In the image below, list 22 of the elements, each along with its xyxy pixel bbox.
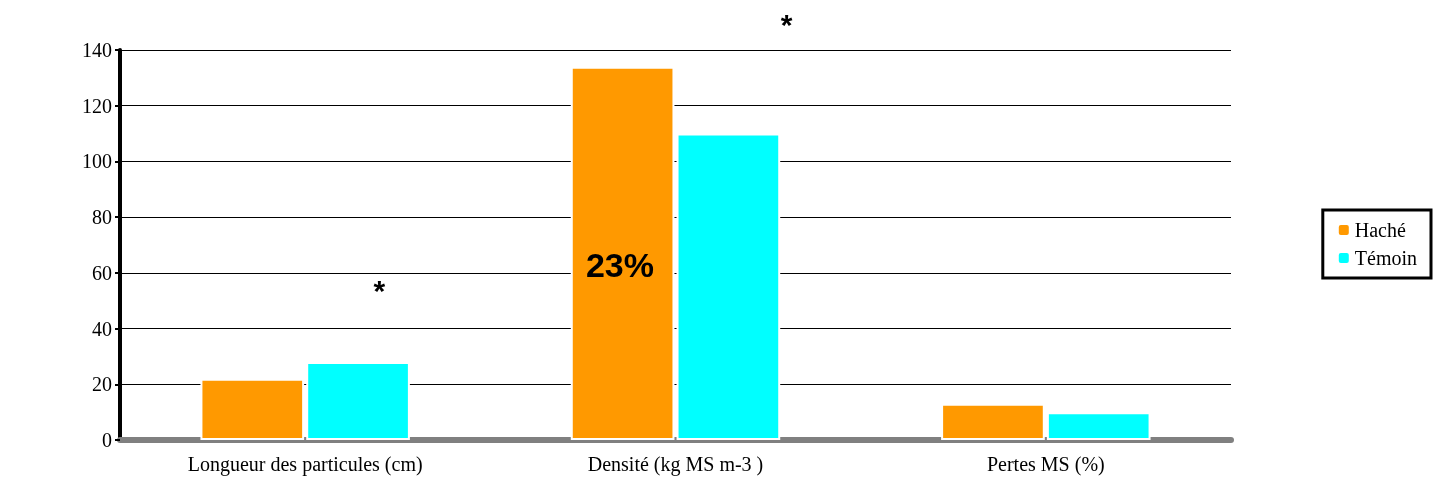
y-tick-label: 120 xyxy=(82,94,112,117)
legend-label: Témoin xyxy=(1354,247,1418,269)
bar xyxy=(570,66,675,440)
bar xyxy=(200,378,305,440)
text: * xyxy=(780,7,793,41)
bar xyxy=(676,133,781,440)
y-tick-label: 100 xyxy=(82,150,112,173)
y-tick-label: 60 xyxy=(92,261,112,284)
bar xyxy=(1046,412,1151,440)
y-tick-label: 40 xyxy=(92,317,112,340)
annotation: 23% xyxy=(585,246,654,284)
x-tick-label: Longueur des particules (cm) xyxy=(187,453,423,476)
annotation: * xyxy=(373,273,386,307)
y-tick-label: 80 xyxy=(92,206,112,229)
legend-label: Haché xyxy=(1354,219,1406,241)
y-tick-label: 20 xyxy=(92,373,112,396)
bar xyxy=(941,403,1045,440)
y-tick-label: 140 xyxy=(82,39,112,61)
x-tick-label: Pertes MS (%) xyxy=(986,453,1105,476)
y-tick-label: 0 xyxy=(102,429,112,451)
bar xyxy=(306,362,410,440)
x-tick-label: Densité (kg MS m-3 ) xyxy=(587,453,764,476)
